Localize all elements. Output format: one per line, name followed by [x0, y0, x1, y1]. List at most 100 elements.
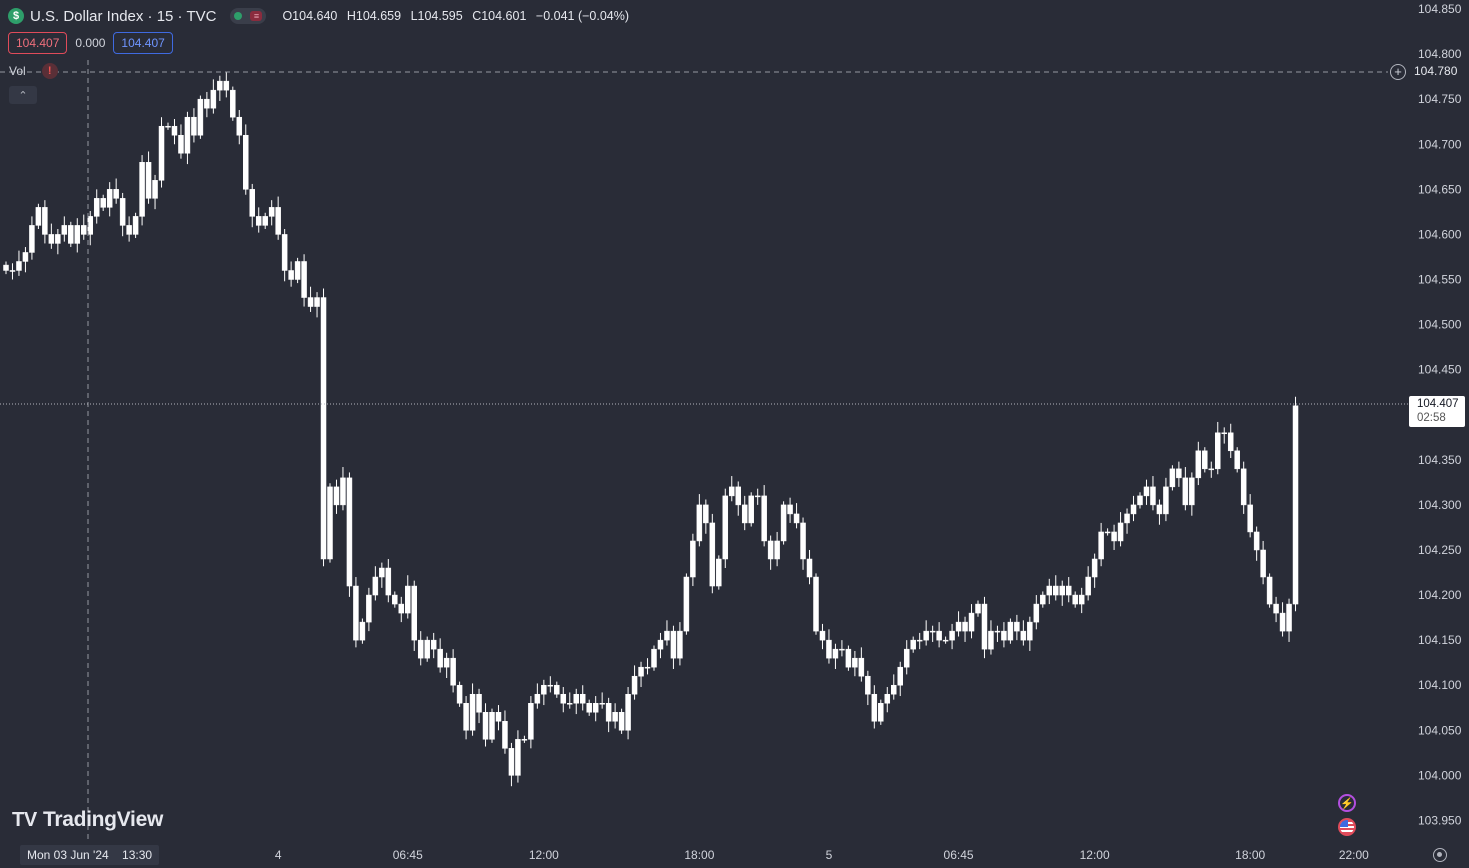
candle-body: [55, 234, 61, 244]
candle-body: [463, 703, 469, 731]
dollar-icon: $: [8, 8, 24, 24]
candle-body: [1124, 513, 1130, 524]
candle-body: [1137, 495, 1143, 506]
candle-body: [774, 540, 780, 560]
candle-body: [819, 630, 826, 641]
candle-body: [592, 703, 599, 713]
candle-body: [806, 558, 813, 578]
candle-body: [528, 703, 534, 740]
candle-body: [294, 261, 301, 280]
lightning-icon[interactable]: ⚡: [1338, 794, 1356, 812]
candle-body: [651, 648, 657, 668]
candle-body: [81, 225, 87, 235]
candle-body: [139, 162, 145, 217]
candle-body: [716, 558, 722, 587]
candle-body: [1014, 621, 1020, 632]
candle-body: [314, 297, 320, 307]
tradingview-logo[interactable]: TV TradingView: [12, 808, 163, 832]
candle-body: [793, 513, 800, 524]
candle-body: [677, 630, 683, 659]
candle-body: [320, 297, 327, 560]
candle-body: [16, 261, 22, 271]
ohlc-close: C104.601: [472, 9, 527, 23]
candle-body: [845, 648, 852, 668]
crosshair-price-label: 104.780: [1412, 63, 1460, 79]
symbol-title[interactable]: U.S. Dollar Index · 15 · TVC: [30, 7, 217, 25]
price-tick-label: 104.000: [1418, 768, 1462, 782]
us-flag-icon[interactable]: [1338, 818, 1356, 836]
candle-body: [74, 225, 81, 244]
candle-body: [521, 739, 528, 741]
market-status-toggle[interactable]: ≡: [230, 8, 267, 24]
price-tick-label: 104.200: [1418, 588, 1462, 602]
candle-body: [301, 261, 307, 298]
candle-body: [1169, 468, 1176, 488]
candle-body: [22, 252, 29, 262]
candle-body: [35, 207, 42, 226]
candle-body: [1279, 612, 1286, 632]
candle-body: [754, 495, 761, 498]
candle-body: [891, 684, 897, 695]
volume-indicator[interactable]: Vol !: [9, 63, 58, 79]
candle-body: [61, 225, 68, 235]
candle-body: [1195, 450, 1202, 479]
candle-body: [929, 630, 936, 633]
warning-icon[interactable]: !: [41, 63, 58, 79]
candle-body: [994, 630, 1001, 633]
candle-body: [554, 684, 560, 695]
candle-body: [158, 125, 165, 181]
candle-body: [1085, 576, 1091, 596]
price-tick-label: 104.850: [1418, 2, 1462, 16]
price-tick-label: 104.550: [1418, 272, 1462, 286]
candle-body: [1046, 585, 1053, 596]
candle-body: [690, 540, 696, 578]
candle-body: [1040, 594, 1046, 605]
candle-body: [657, 639, 664, 650]
crosshair-time: 13:30: [122, 848, 153, 862]
ohlc-low: L104.595: [410, 9, 463, 23]
candle-body: [379, 567, 385, 578]
candle-body: [327, 486, 333, 560]
candle-body: [1143, 486, 1150, 497]
candle-body: [1163, 486, 1169, 515]
candle-body: [1053, 585, 1059, 596]
candle-body: [910, 639, 916, 650]
candle-body: [1273, 603, 1279, 614]
candle-body: [437, 648, 443, 668]
candle-body: [1221, 432, 1227, 435]
gear-icon[interactable]: [1433, 848, 1447, 862]
candle-body: [333, 486, 340, 506]
candle-body: [573, 693, 579, 704]
candle-body: [858, 657, 865, 677]
candle-body: [664, 630, 670, 641]
time-tick-label: 06:45: [944, 848, 974, 862]
candle-body: [644, 666, 651, 669]
candle-body: [1182, 477, 1189, 506]
candle-body: [236, 116, 243, 136]
sell-price-button[interactable]: 104.407: [8, 32, 68, 54]
candle-body: [1202, 450, 1208, 470]
candle-body: [741, 504, 748, 524]
candle-body: [184, 116, 191, 154]
time-tick-label: 4: [275, 848, 282, 862]
candle-body: [942, 639, 949, 642]
candle-body: [29, 225, 35, 253]
logo-text: TradingView: [42, 808, 163, 831]
candle-body: [178, 134, 184, 154]
candle-body: [748, 495, 754, 524]
candle-body: [275, 207, 281, 235]
candle-body: [903, 648, 910, 668]
candle-body: [871, 693, 878, 722]
buy-price-button[interactable]: 104.407: [113, 32, 173, 54]
symbol-legend: $ U.S. Dollar Index · 15 · TVC ≡ O104.64…: [8, 6, 635, 26]
plus-circle-icon[interactable]: +: [1390, 64, 1406, 80]
price-axis: 104.850 104.800 104.750 104.700 104.650 104.6…: [1418, 2, 1462, 827]
indicator-name: Vol: [9, 64, 26, 78]
candle-body: [800, 522, 806, 560]
time-tick-label: 22:00: [1339, 848, 1369, 862]
candle-body: [405, 585, 411, 614]
candle-body: [424, 639, 430, 659]
collapse-legend-button[interactable]: ⌃: [9, 86, 37, 104]
candle-body: [340, 477, 346, 506]
